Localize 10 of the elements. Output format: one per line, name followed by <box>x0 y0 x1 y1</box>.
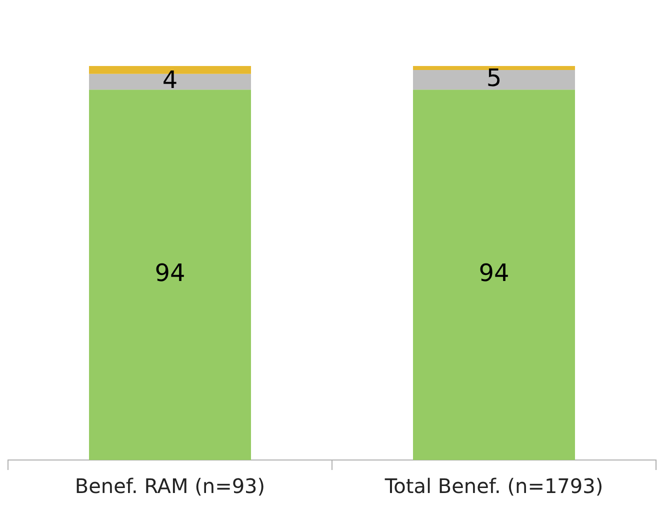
x-tick-label: Total Benef. (n=1793) <box>384 474 604 498</box>
data-label: 94 <box>154 259 186 288</box>
data-label: 94 <box>478 259 510 288</box>
data-label: 5 <box>486 64 502 92</box>
bar <box>413 66 575 70</box>
data-label: 4 <box>162 66 178 94</box>
bar <box>413 90 575 460</box>
bar <box>89 90 251 460</box>
x-tick-label: Benef. RAM (n=93) <box>74 474 266 498</box>
bar <box>413 70 575 90</box>
